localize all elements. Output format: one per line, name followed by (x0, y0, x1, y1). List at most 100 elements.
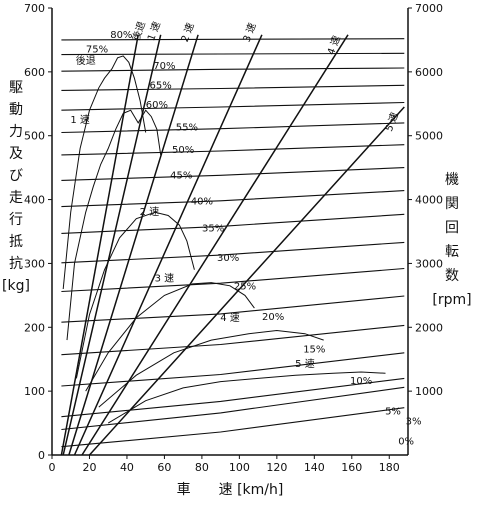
gradient-label-15: 5% (385, 407, 401, 418)
gradient-curve-16 (61, 386, 405, 431)
gradient-curve-7 (61, 167, 405, 181)
tractive-curve-0 (62, 55, 147, 290)
gear-label-3: 3 速 (155, 272, 175, 284)
tractive-curve-3 (85, 282, 255, 392)
x-tick-label-0: 0 (49, 461, 56, 474)
x-tick-label-5: 100 (229, 461, 250, 474)
gear-label-4: 4 速 (220, 312, 240, 324)
ylabel-right-char-0: 機 (445, 172, 459, 188)
gradient-curve-1 (61, 52, 405, 56)
ylabel-left-char-8: 抗 (9, 256, 23, 272)
ylabel-left-char-5: 走 (9, 190, 23, 206)
ylabel-left-char-2: 力 (9, 124, 23, 140)
tractive-curve-1 (66, 109, 162, 341)
gradient-label-0: 80% (110, 30, 132, 41)
ylabel-right-char-1: 関 (445, 196, 459, 212)
y-right-tick-label-4: 5000 (415, 130, 443, 143)
ylabel-left-char-4: び (9, 168, 23, 184)
y-right-tick-label-3: 4000 (415, 194, 443, 207)
x-tick-label-7: 140 (304, 461, 325, 474)
y-right-tick-label-6: 7000 (415, 2, 443, 15)
y-left-tick-label-5: 500 (24, 130, 45, 143)
gradient-label-14: 10% (350, 376, 372, 387)
ylabel-left-char-6: 行 (9, 212, 23, 228)
gradient-curve-17 (61, 407, 405, 448)
gradient-label-5: 55% (176, 123, 198, 134)
y-left-tick-label-0: 0 (38, 449, 45, 462)
y-left-tick-label-4: 400 (24, 194, 45, 207)
y-left-tick-label-7: 700 (24, 2, 45, 15)
gradient-curve-13 (61, 324, 405, 356)
gradient-curve-6 (61, 144, 405, 156)
speed-line-2 (68, 34, 199, 456)
gradient-curve-14 (61, 352, 405, 387)
gradient-label-2: 70% (153, 61, 175, 72)
gradient-label-13: 15% (303, 345, 325, 356)
gradient-label-4: 60% (146, 100, 168, 111)
gear-label-2: 2 速 (140, 206, 160, 218)
x-tick-label-8: 160 (341, 461, 362, 474)
y-right-tick-label-5: 6000 (415, 66, 443, 79)
gradient-curve-0 (61, 38, 405, 41)
speed-line-5 (88, 106, 405, 456)
gradient-curve-4 (61, 101, 405, 111)
tractive-curve-2 (75, 211, 195, 379)
ylabel-left-char-1: 動 (9, 102, 23, 118)
ylabel-left-char-7: 抵 (9, 234, 23, 250)
gradient-label-1: 75% (86, 45, 108, 56)
gradient-curve-12 (61, 295, 405, 323)
gradient-label-8: 40% (191, 197, 213, 208)
ylabel-left-char-3: 及 (9, 146, 23, 162)
xlabel: 車 速 [km/h] (177, 481, 284, 498)
ylabel-right-char-3: 転 (445, 244, 459, 260)
gradient-label-7: 45% (170, 170, 192, 181)
gradient-label-3: 65% (150, 80, 172, 91)
x-tick-label-3: 60 (157, 461, 171, 474)
y-right-tick-label-1: 2000 (415, 321, 443, 334)
y-left-tick-label-3: 300 (24, 257, 45, 270)
x-tick-label-9: 180 (379, 461, 400, 474)
y-right-tick-label-0: 1000 (415, 385, 443, 398)
gear-label-5: 5 速 (295, 358, 315, 370)
ylabel-right-char-4: 数 (445, 268, 459, 284)
speed-label-2: 2 速 (179, 21, 197, 43)
gear-label-0: 後退 (76, 54, 96, 67)
gradient-label-6: 50% (172, 145, 194, 156)
gradient-label-17: 0% (398, 437, 414, 448)
gradient-curve-15 (61, 377, 405, 418)
y-left-tick-label-2: 200 (24, 321, 45, 334)
x-tick-label-4: 80 (195, 461, 209, 474)
x-tick-label-1: 20 (82, 461, 96, 474)
tractive-curve-5 (107, 371, 386, 424)
ylabel-left-char-9: [kg] (2, 278, 30, 294)
y-left-tick-label-6: 600 (24, 66, 45, 79)
gradient-label-12: 20% (262, 312, 284, 323)
gradient-curve-2 (61, 67, 405, 72)
speed-line-4 (81, 34, 349, 456)
x-tick-label-6: 120 (266, 461, 287, 474)
y-right-tick-label-2: 3000 (415, 257, 443, 270)
ylabel-right-char-2: 回 (445, 220, 459, 236)
speed-line-0 (60, 34, 139, 456)
y-left-tick-label-1: 100 (24, 385, 45, 398)
gradient-curve-8 (61, 190, 405, 208)
gradient-curve-3 (61, 84, 405, 91)
ylabel-left-char-0: 駆 (9, 80, 23, 96)
speed-label-5: 5 速 (383, 111, 401, 133)
speed-line-3 (73, 34, 263, 456)
gradient-curve-5 (61, 122, 405, 134)
gradient-label-11: 25% (234, 282, 256, 293)
speed-line-1 (62, 34, 162, 456)
speed-label-3: 3 速 (241, 21, 259, 43)
gear-label-1: 1 速 (70, 114, 90, 126)
gradient-label-16: 3% (406, 416, 422, 427)
x-tick-label-2: 40 (120, 461, 134, 474)
gradient-curve-11 (61, 267, 405, 293)
gradient-label-10: 30% (217, 253, 239, 264)
gradient-label-9: 35% (202, 223, 224, 234)
gradient-curve-10 (61, 241, 405, 264)
tractive-curve-4 (98, 329, 324, 408)
ylabel-right-char-5: [rpm] (432, 292, 471, 308)
